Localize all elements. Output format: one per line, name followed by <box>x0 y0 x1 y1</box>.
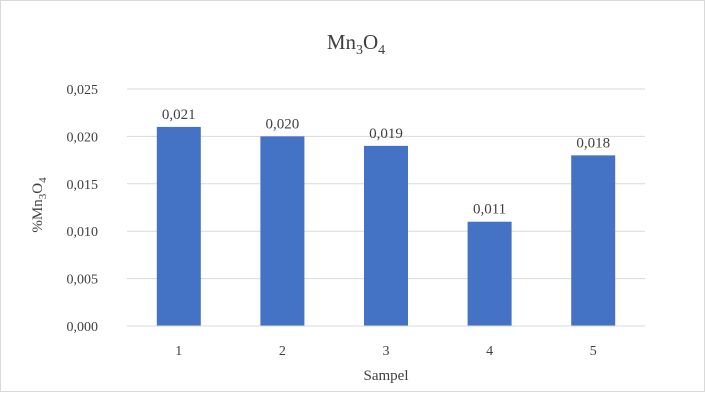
y-tick-labels: 0,000 0,005 0,010 0,015 0,020 0,025 <box>67 83 99 335</box>
data-labels: 0,021 0,020 0,019 0,011 0,018 <box>162 107 610 218</box>
data-label: 0,021 <box>162 107 196 123</box>
bars <box>156 126 616 326</box>
x-tick-labels: 1 2 3 4 5 <box>175 344 596 359</box>
y-tick-label: 0,005 <box>67 273 99 288</box>
data-label: 0,020 <box>266 116 300 132</box>
y-tick-label: 0,010 <box>67 225 99 240</box>
data-label: 0,011 <box>473 202 506 218</box>
x-tick-label: 2 <box>279 344 286 359</box>
y-tick-label: 0,025 <box>67 83 99 98</box>
chart-title: Mn3O4 <box>327 30 385 58</box>
data-label: 0,018 <box>576 135 610 151</box>
bar <box>571 155 616 326</box>
x-tick-label: 4 <box>486 344 493 359</box>
bar <box>260 136 305 326</box>
data-label: 0,019 <box>369 126 403 142</box>
x-tick-label: 3 <box>383 344 390 359</box>
x-axis-label: Sampel <box>364 368 409 384</box>
bar <box>364 145 408 326</box>
bar <box>467 221 512 326</box>
x-tick-label: 5 <box>590 344 597 359</box>
y-axis-label: %Mn3O4 <box>30 177 49 233</box>
y-tick-label: 0,020 <box>67 130 99 145</box>
bar <box>156 126 201 326</box>
x-tick-label: 1 <box>175 344 182 359</box>
y-tick-label: 0,000 <box>67 320 99 335</box>
y-tick-label: 0,015 <box>67 178 99 193</box>
